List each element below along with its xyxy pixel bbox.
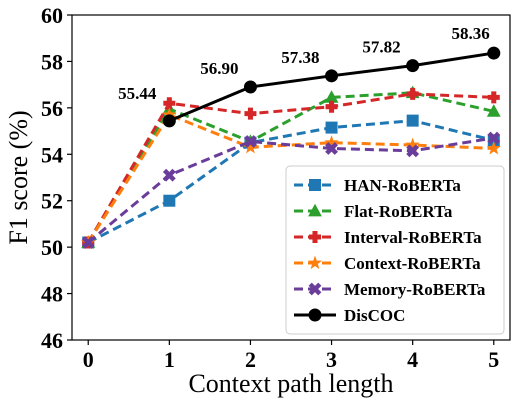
x-tick-label: 5 bbox=[488, 347, 499, 372]
y-tick-label: 48 bbox=[41, 282, 63, 307]
data-point bbox=[325, 142, 338, 155]
data-point bbox=[163, 194, 176, 207]
data-label: 57.82 bbox=[362, 38, 400, 57]
y-tick-label: 56 bbox=[41, 96, 63, 121]
plot-frame bbox=[71, 14, 511, 341]
x-tick-label: 3 bbox=[326, 347, 337, 372]
data-point bbox=[163, 97, 176, 110]
data-label: 58.36 bbox=[452, 24, 490, 43]
data-point bbox=[243, 80, 257, 94]
data-point bbox=[487, 131, 501, 145]
legend-marker bbox=[308, 203, 322, 217]
y-axis-title: F1 score (%) bbox=[4, 110, 33, 244]
data-point bbox=[324, 90, 339, 103]
legend-marker bbox=[308, 282, 322, 296]
series-discoc bbox=[162, 46, 501, 128]
plot-area bbox=[71, 14, 511, 341]
legend-label: Interval-RoBERTa bbox=[344, 228, 482, 247]
y-tick-label: 52 bbox=[41, 189, 63, 214]
data-point bbox=[243, 139, 258, 154]
legend-marker bbox=[309, 231, 321, 243]
data-point-stroke-b bbox=[162, 168, 176, 182]
series-line bbox=[86, 92, 494, 244]
data-point bbox=[406, 59, 420, 73]
data-point bbox=[244, 135, 257, 148]
data-point bbox=[486, 140, 501, 155]
legend-item: Interval-RoBERTa bbox=[294, 228, 482, 247]
x-tick-label: 0 bbox=[83, 347, 94, 372]
legend-item: HAN-RoBERTa bbox=[294, 176, 461, 195]
axes: 0 1 2 3 4 5 46 48 50 52 54 56 58 60 bbox=[41, 3, 499, 372]
data-point bbox=[324, 135, 339, 149]
legend-item: Context-RoBERTa bbox=[294, 254, 481, 273]
data-point bbox=[325, 121, 338, 134]
data-point bbox=[162, 168, 176, 182]
series-line bbox=[87, 119, 495, 244]
data-label: 55.44 bbox=[118, 84, 157, 103]
data-label: 56.90 bbox=[200, 59, 238, 78]
data-label: 57.38 bbox=[281, 48, 319, 67]
data-point bbox=[406, 144, 420, 158]
data-point bbox=[162, 107, 177, 121]
data-point bbox=[81, 236, 95, 249]
x-axis-title: Context path length bbox=[188, 369, 393, 398]
x-tick-label: 1 bbox=[164, 347, 175, 372]
series-line bbox=[86, 113, 494, 244]
legend-label: DisCOC bbox=[344, 306, 405, 325]
data-point bbox=[486, 104, 501, 117]
data-point bbox=[406, 114, 419, 127]
series-layer bbox=[81, 46, 501, 249]
data-point-stroke-b bbox=[406, 144, 420, 158]
legend-item: DisCOC bbox=[294, 306, 405, 325]
data-point bbox=[487, 46, 501, 60]
legend: HAN-RoBERTa Flat-RoBERTa Interval-RoBERTa C… bbox=[285, 165, 505, 335]
data-labels: 55.44 56.90 57.38 57.82 58.36 bbox=[118, 24, 490, 103]
series-memory-roberta bbox=[81, 131, 501, 249]
series-line bbox=[86, 91, 495, 244]
data-point bbox=[162, 114, 176, 128]
data-point bbox=[406, 87, 419, 100]
legend-marker-stroke-b bbox=[308, 282, 322, 296]
legend-label: Memory-RoBERTa bbox=[344, 280, 486, 299]
series-line bbox=[87, 136, 495, 244]
y-tick-label: 54 bbox=[41, 142, 63, 167]
y-tick-label: 58 bbox=[41, 49, 63, 74]
legend-label: HAN-RoBERTa bbox=[344, 176, 461, 195]
data-point bbox=[244, 107, 257, 120]
x-tick-label: 4 bbox=[407, 347, 418, 372]
legend-item: Flat-RoBERTa bbox=[294, 202, 453, 221]
legend-marker bbox=[307, 255, 323, 270]
data-point bbox=[405, 137, 420, 152]
x-tick-label: 2 bbox=[245, 347, 256, 372]
data-point-stroke-b bbox=[325, 142, 338, 155]
data-point-stroke-b bbox=[487, 131, 501, 145]
y-tick-label: 50 bbox=[41, 235, 63, 260]
legend-label: Flat-RoBERTa bbox=[344, 202, 453, 221]
data-point-stroke-b bbox=[244, 135, 257, 148]
data-point bbox=[487, 91, 500, 104]
legend-marker bbox=[309, 179, 321, 191]
y-tick-label: 46 bbox=[41, 328, 63, 353]
legend-item: Memory-RoBERTa bbox=[294, 280, 486, 299]
legend-box bbox=[285, 165, 505, 335]
data-point bbox=[325, 69, 339, 83]
data-point-stroke-b bbox=[81, 236, 95, 249]
legend-label: Context-RoBERTa bbox=[344, 254, 481, 273]
y-tick-label: 60 bbox=[41, 3, 63, 28]
legend-marker bbox=[308, 308, 322, 322]
data-point bbox=[325, 100, 338, 113]
